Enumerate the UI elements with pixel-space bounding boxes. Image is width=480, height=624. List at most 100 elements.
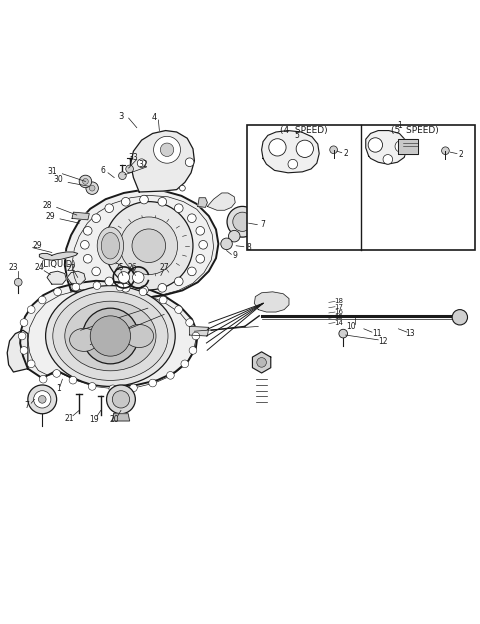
Text: 14: 14 (334, 319, 343, 326)
Circle shape (89, 185, 95, 191)
Circle shape (149, 379, 156, 387)
Ellipse shape (46, 286, 175, 386)
Circle shape (126, 165, 133, 173)
Circle shape (174, 204, 183, 213)
Polygon shape (20, 281, 198, 386)
Text: 5: 5 (294, 131, 299, 140)
Text: 20: 20 (109, 414, 119, 424)
Text: 23: 23 (9, 263, 18, 272)
Circle shape (189, 346, 197, 354)
Circle shape (92, 267, 100, 276)
Circle shape (54, 288, 61, 296)
Circle shape (159, 296, 167, 304)
Text: 32: 32 (138, 160, 148, 168)
Circle shape (180, 185, 185, 191)
Circle shape (38, 396, 46, 403)
Polygon shape (190, 326, 209, 336)
Text: 28: 28 (42, 201, 52, 210)
Text: 2: 2 (343, 149, 348, 158)
Circle shape (53, 369, 60, 378)
Circle shape (140, 195, 148, 204)
Text: 1: 1 (397, 121, 402, 130)
Text: (LIQUID): (LIQUID) (40, 260, 75, 268)
Circle shape (121, 197, 130, 206)
Circle shape (199, 240, 207, 249)
Polygon shape (198, 198, 207, 207)
Text: 13: 13 (406, 329, 415, 338)
Text: 3: 3 (118, 112, 124, 120)
Circle shape (160, 143, 174, 157)
Circle shape (112, 391, 130, 408)
Text: 12: 12 (378, 337, 388, 346)
Text: 26: 26 (127, 263, 137, 272)
Text: 25: 25 (114, 263, 124, 272)
Text: 4: 4 (152, 113, 157, 122)
Circle shape (132, 229, 166, 263)
Circle shape (395, 140, 407, 152)
Bar (247, 125, 475, 250)
Circle shape (72, 283, 80, 291)
Polygon shape (72, 212, 89, 220)
Text: 22: 22 (66, 265, 76, 273)
Circle shape (339, 329, 348, 338)
Circle shape (118, 271, 130, 283)
Text: 31: 31 (47, 167, 57, 177)
Circle shape (86, 182, 98, 195)
Polygon shape (112, 414, 130, 421)
Circle shape (105, 204, 114, 213)
Ellipse shape (70, 328, 98, 351)
Circle shape (39, 376, 47, 383)
Polygon shape (131, 130, 194, 192)
Text: 27: 27 (159, 263, 169, 272)
Text: (4  SPEED): (4 SPEED) (279, 126, 327, 135)
Circle shape (233, 212, 252, 232)
Circle shape (185, 158, 194, 167)
Circle shape (175, 306, 182, 313)
Circle shape (105, 202, 193, 290)
Polygon shape (47, 271, 66, 284)
Polygon shape (254, 292, 289, 312)
Text: 19: 19 (89, 414, 98, 424)
Circle shape (330, 146, 337, 154)
Text: 21: 21 (65, 414, 74, 423)
Circle shape (83, 178, 88, 184)
Text: 18: 18 (334, 298, 343, 305)
Circle shape (27, 360, 35, 368)
Circle shape (20, 346, 28, 354)
Circle shape (196, 227, 204, 235)
Circle shape (174, 277, 183, 286)
Circle shape (84, 255, 92, 263)
Text: 9: 9 (233, 251, 238, 260)
Circle shape (34, 391, 51, 408)
Polygon shape (366, 130, 407, 164)
Circle shape (452, 310, 468, 325)
Circle shape (196, 255, 204, 263)
Circle shape (192, 332, 200, 340)
Circle shape (81, 240, 89, 249)
Circle shape (137, 159, 146, 167)
Text: 16: 16 (334, 309, 343, 315)
Text: 29: 29 (46, 212, 55, 222)
Circle shape (228, 230, 240, 242)
Circle shape (130, 384, 137, 392)
Text: 15: 15 (334, 314, 343, 320)
Circle shape (188, 267, 196, 276)
Circle shape (20, 319, 28, 326)
Circle shape (158, 283, 167, 292)
Circle shape (186, 319, 193, 326)
Polygon shape (67, 271, 85, 284)
Circle shape (269, 139, 286, 156)
Polygon shape (252, 352, 271, 373)
Circle shape (79, 175, 92, 188)
Circle shape (296, 140, 313, 157)
Text: 2: 2 (458, 150, 463, 159)
Text: 8: 8 (246, 243, 251, 251)
Circle shape (442, 147, 449, 155)
Circle shape (139, 288, 147, 296)
Circle shape (221, 238, 232, 250)
Circle shape (227, 207, 258, 237)
Text: 10: 10 (347, 322, 356, 331)
Circle shape (181, 360, 189, 368)
Circle shape (132, 271, 144, 283)
Circle shape (92, 214, 100, 223)
